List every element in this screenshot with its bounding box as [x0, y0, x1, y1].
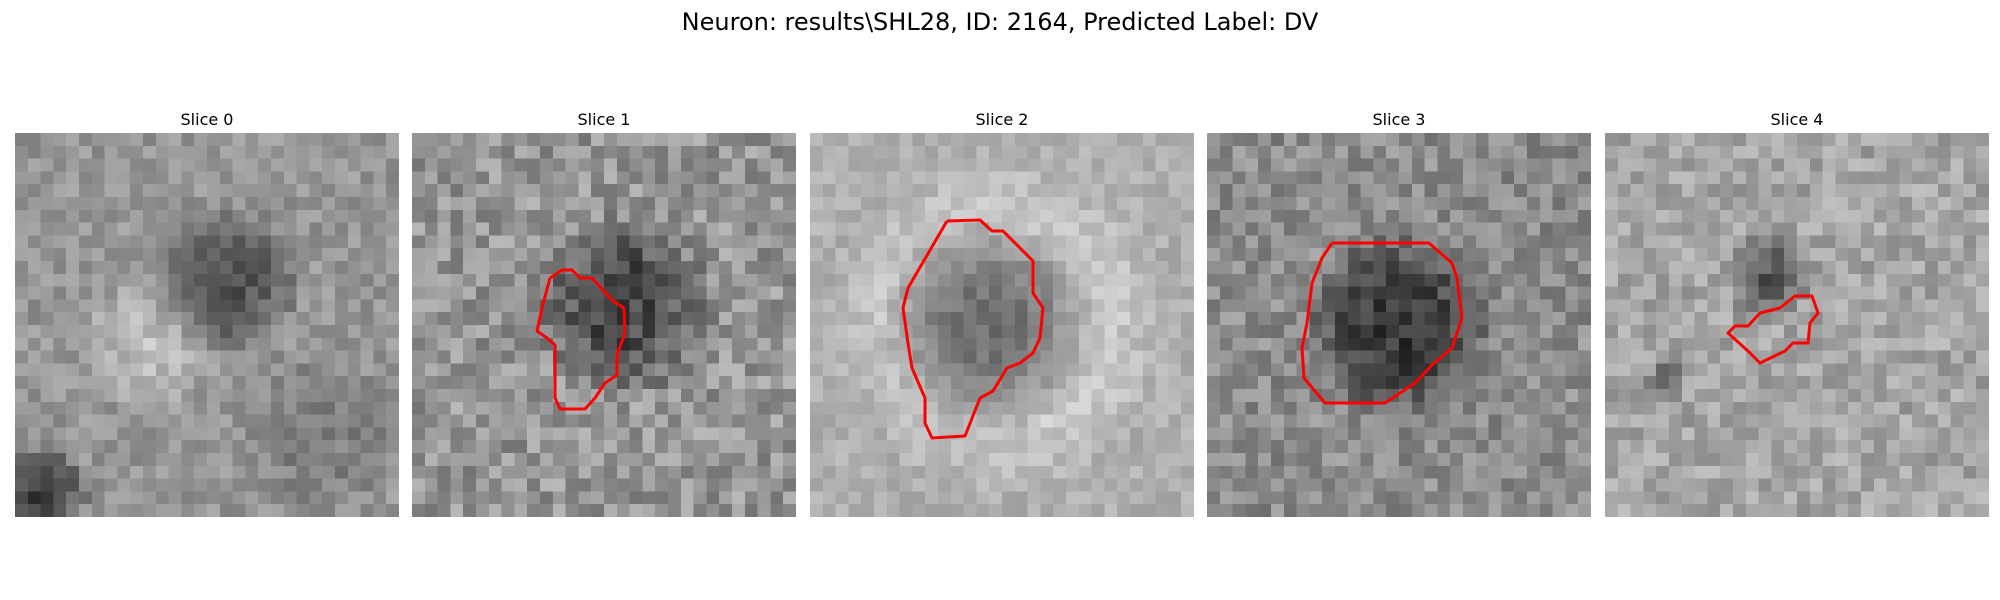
roi-outline [1300, 241, 1464, 405]
roi-overlay [901, 218, 1045, 440]
roi-outline [535, 268, 627, 411]
roi-outline [1726, 294, 1820, 365]
slice-title: Slice 4 [1770, 110, 1824, 129]
figure-title: Neuron: results\SHL28, ID: 2164, Predict… [681, 8, 1319, 36]
slice-title: Slice 1 [577, 110, 631, 129]
slice-panel-2: Slice 2 [810, 107, 1194, 517]
slice-panel-4: Slice 4 [1605, 107, 1989, 517]
slice-image [810, 133, 1194, 517]
slice-image [1605, 133, 1989, 517]
slice-image [15, 133, 399, 517]
roi-overlay [1300, 241, 1464, 405]
slice-title: Slice 3 [1372, 110, 1426, 129]
roi-overlay [535, 268, 627, 411]
slice-panel-1: Slice 1 [412, 107, 796, 517]
slice-image [412, 133, 796, 517]
slice-panel-3: Slice 3 [1207, 107, 1591, 517]
slice-title: Slice 0 [180, 110, 234, 129]
slice-image [1207, 133, 1591, 517]
slice-panel-0: Slice 0 [15, 107, 399, 517]
roi-outline [901, 218, 1045, 440]
slice-title: Slice 2 [975, 110, 1029, 129]
roi-overlay [1726, 294, 1820, 365]
